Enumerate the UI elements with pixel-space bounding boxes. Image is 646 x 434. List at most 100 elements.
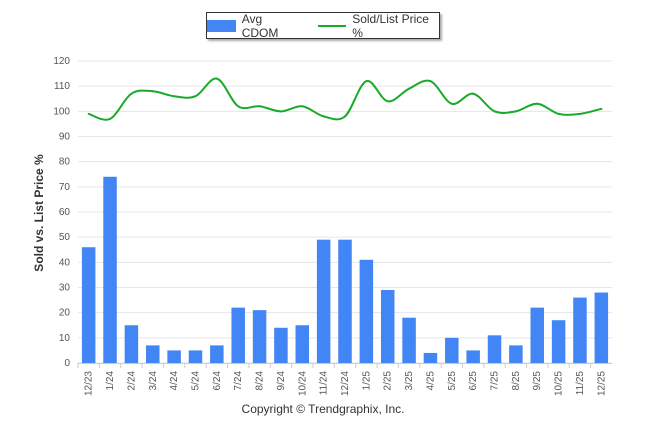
x-tick-label: 2/24 <box>126 371 137 391</box>
y-tick-label: 0 <box>64 358 70 369</box>
x-tick-label: 12/25 <box>596 371 607 396</box>
line-point <box>408 87 411 90</box>
x-tick-label: 3/25 <box>404 371 415 391</box>
x-tick-label: 12/24 <box>340 371 351 396</box>
line-point <box>322 115 325 118</box>
bar-avg-cdom <box>509 345 523 363</box>
bar-avg-cdom <box>445 337 459 363</box>
y-tick-label: 20 <box>59 308 71 319</box>
x-tick-label: 8/24 <box>255 371 266 391</box>
bar-avg-cdom <box>274 327 288 363</box>
y-tick-label: 10 <box>59 333 71 344</box>
x-tick-label: 7/25 <box>490 371 501 391</box>
line-point <box>493 110 496 113</box>
y-tick-label: 80 <box>59 157 71 168</box>
bar-avg-cdom <box>402 317 416 363</box>
x-tick-label: 11/24 <box>319 371 330 396</box>
x-tick-label: 2/25 <box>383 371 394 391</box>
x-tick-label: 5/25 <box>447 371 458 391</box>
y-tick-label: 90 <box>59 132 71 143</box>
x-tick-label: 1/24 <box>105 371 116 391</box>
x-tick-label: 4/24 <box>169 371 180 391</box>
x-tick-label: 6/24 <box>212 371 223 391</box>
y-tick-label: 110 <box>54 81 70 92</box>
x-tick-label: 6/25 <box>468 371 479 391</box>
y-tick-label: 120 <box>53 56 70 67</box>
x-tick-label: 9/24 <box>276 371 287 391</box>
legend-item-sold-list[interactable]: Sold/List Price % <box>317 11 440 40</box>
x-tick-label: 4/25 <box>425 371 436 391</box>
bar-avg-cdom <box>487 335 502 363</box>
bar-avg-cdom <box>380 290 395 363</box>
bar-avg-cdom <box>594 292 609 363</box>
x-tick-label: 8/25 <box>511 371 522 391</box>
line-point <box>578 112 581 115</box>
bar-avg-cdom <box>210 345 224 363</box>
line-point <box>130 92 133 95</box>
x-tick-label: 5/24 <box>190 371 201 391</box>
line-point <box>536 102 539 105</box>
bar-avg-cdom <box>252 310 267 363</box>
y-tick-label: 40 <box>59 257 71 268</box>
legend-line-swatch <box>317 24 347 27</box>
legend-label: Sold/List Price % <box>352 11 429 40</box>
bar-avg-cdom <box>530 307 544 363</box>
y-tick-label: 70 <box>59 182 71 193</box>
x-tick-label: 12/23 <box>84 371 95 396</box>
bar-avg-cdom <box>167 350 181 363</box>
line-point <box>386 100 389 103</box>
bar-avg-cdom <box>188 350 203 363</box>
legend-bar-swatch <box>207 19 236 32</box>
line-point <box>237 105 240 108</box>
line-point <box>450 102 453 105</box>
line-sold-list-price <box>88 77 602 121</box>
line-point <box>151 90 154 93</box>
x-tick-label: 7/24 <box>233 371 244 391</box>
x-tick-label: 3/24 <box>148 371 159 391</box>
y-tick-label: 50 <box>59 232 71 243</box>
bar-avg-cdom <box>81 247 96 363</box>
line-point <box>557 112 560 115</box>
line-point <box>429 80 432 83</box>
bar-avg-cdom <box>573 297 587 363</box>
bar-avg-cdom <box>466 350 480 363</box>
line-point <box>109 117 112 120</box>
y-tick-label: 30 <box>59 283 71 294</box>
x-tick-label: 11/25 <box>575 371 586 396</box>
line-point <box>279 110 282 113</box>
line-point <box>173 95 176 98</box>
copyright: Copyright © Trendgraphix, Inc. <box>241 402 405 416</box>
bar-avg-cdom <box>338 239 352 363</box>
y-axis-title: Sold vs. List Price % <box>32 154 46 272</box>
legend: Avg CDOM Sold/List Price % <box>206 11 440 40</box>
line-point <box>301 105 304 108</box>
bar-avg-cdom <box>423 352 438 363</box>
line-point <box>514 110 517 113</box>
bar-avg-cdom <box>231 307 245 363</box>
line-point <box>258 105 261 108</box>
bar-avg-cdom <box>103 176 117 363</box>
bar-avg-cdom <box>295 325 310 363</box>
legend-item-avg-cdom[interactable]: Avg CDOM <box>207 12 300 40</box>
x-tick-label: 9/25 <box>532 371 543 391</box>
x-tick-label: 1/25 <box>361 371 372 391</box>
x-tick-label: 10/25 <box>554 371 565 396</box>
line-point <box>600 107 603 110</box>
line-point <box>215 77 218 80</box>
bar-avg-cdom <box>124 325 139 363</box>
legend-label: Avg CDOM <box>241 11 279 40</box>
line-point <box>472 92 475 95</box>
y-tick-label: 100 <box>53 106 70 117</box>
x-tick-label: 10/24 <box>297 371 308 396</box>
y-tick-label: 60 <box>59 207 71 218</box>
line-point <box>344 115 346 118</box>
line-point <box>194 95 197 98</box>
bar-avg-cdom <box>551 320 566 363</box>
bar-avg-cdom <box>359 259 374 363</box>
bar-avg-cdom <box>146 345 160 363</box>
bar-avg-cdom <box>316 239 331 363</box>
line-point <box>87 112 90 115</box>
line-point <box>365 80 368 83</box>
